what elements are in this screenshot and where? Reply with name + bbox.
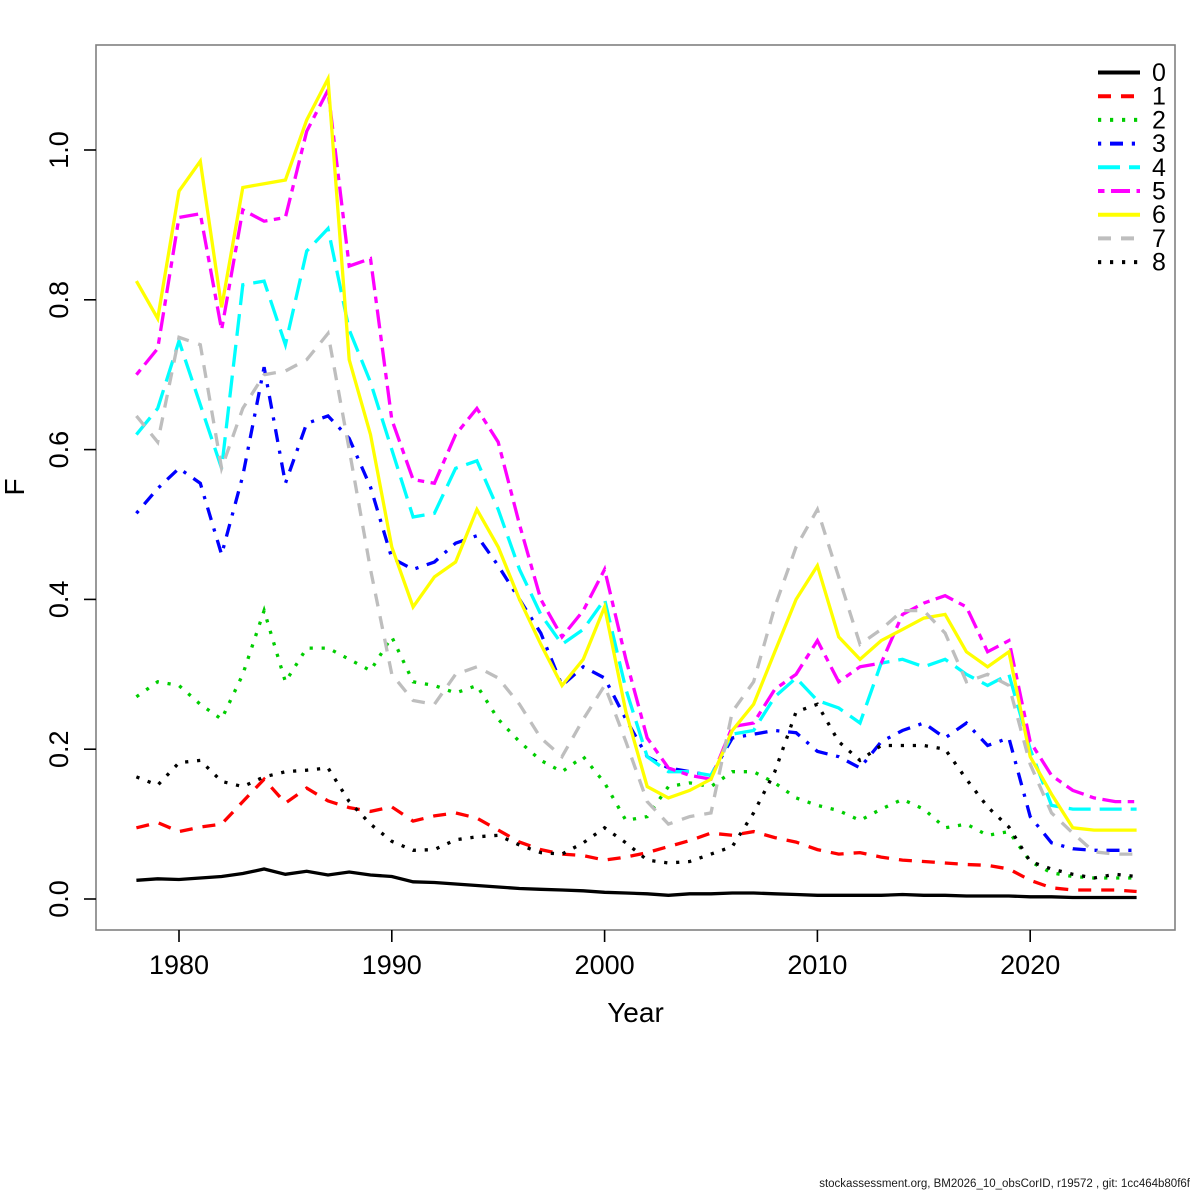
- footer-attribution: stockassessment.org, BM2026_10_obsCorID,…: [819, 1178, 1190, 1190]
- y-tick-label-0.0: 0.0: [44, 880, 74, 918]
- legend-label-age-0: 0: [1152, 59, 1166, 87]
- y-tick-label-0.8: 0.8: [44, 281, 74, 319]
- x-tick-label-2020: 2020: [1000, 950, 1060, 980]
- series-age-8-line: [135, 702, 1137, 880]
- y-tick-label-0.4: 0.4: [44, 581, 74, 619]
- legend-label-age-5: 5: [1152, 178, 1166, 206]
- y-axis-title: F: [0, 478, 30, 495]
- plot-box: [95, 44, 1176, 931]
- series-age-7-line: [135, 329, 1137, 856]
- x-tick-label-2000: 2000: [575, 950, 635, 980]
- x-axis-title: Year: [607, 997, 664, 1028]
- x-tick-label-1990: 1990: [362, 950, 422, 980]
- series-age-6-line: [134, 72, 1137, 832]
- series-age-3-line: [135, 366, 1137, 852]
- x-tick-label-2010: 2010: [787, 950, 847, 980]
- legend-label-age-3: 3: [1152, 130, 1166, 158]
- series-age-2-line: [135, 605, 1137, 880]
- x-tick-label-1980: 1980: [149, 950, 209, 980]
- legend-label-age-2: 2: [1152, 106, 1166, 134]
- series-age-1-line: [136, 776, 1137, 894]
- y-tick-label-0.2: 0.2: [44, 730, 74, 768]
- y-tick-label-0.6: 0.6: [44, 431, 74, 469]
- legend-label-age-7: 7: [1152, 225, 1166, 253]
- legend-label-age-8: 8: [1152, 249, 1166, 277]
- y-tick-label-1.0: 1.0: [44, 131, 74, 169]
- series-age-5-line: [135, 84, 1137, 804]
- series-age-4-line: [135, 225, 1137, 811]
- series-age-0-line: [136, 867, 1137, 900]
- legend-label-age-1: 1: [1152, 83, 1166, 111]
- legend-label-age-4: 4: [1152, 154, 1166, 182]
- legend-label-age-6: 6: [1152, 201, 1166, 229]
